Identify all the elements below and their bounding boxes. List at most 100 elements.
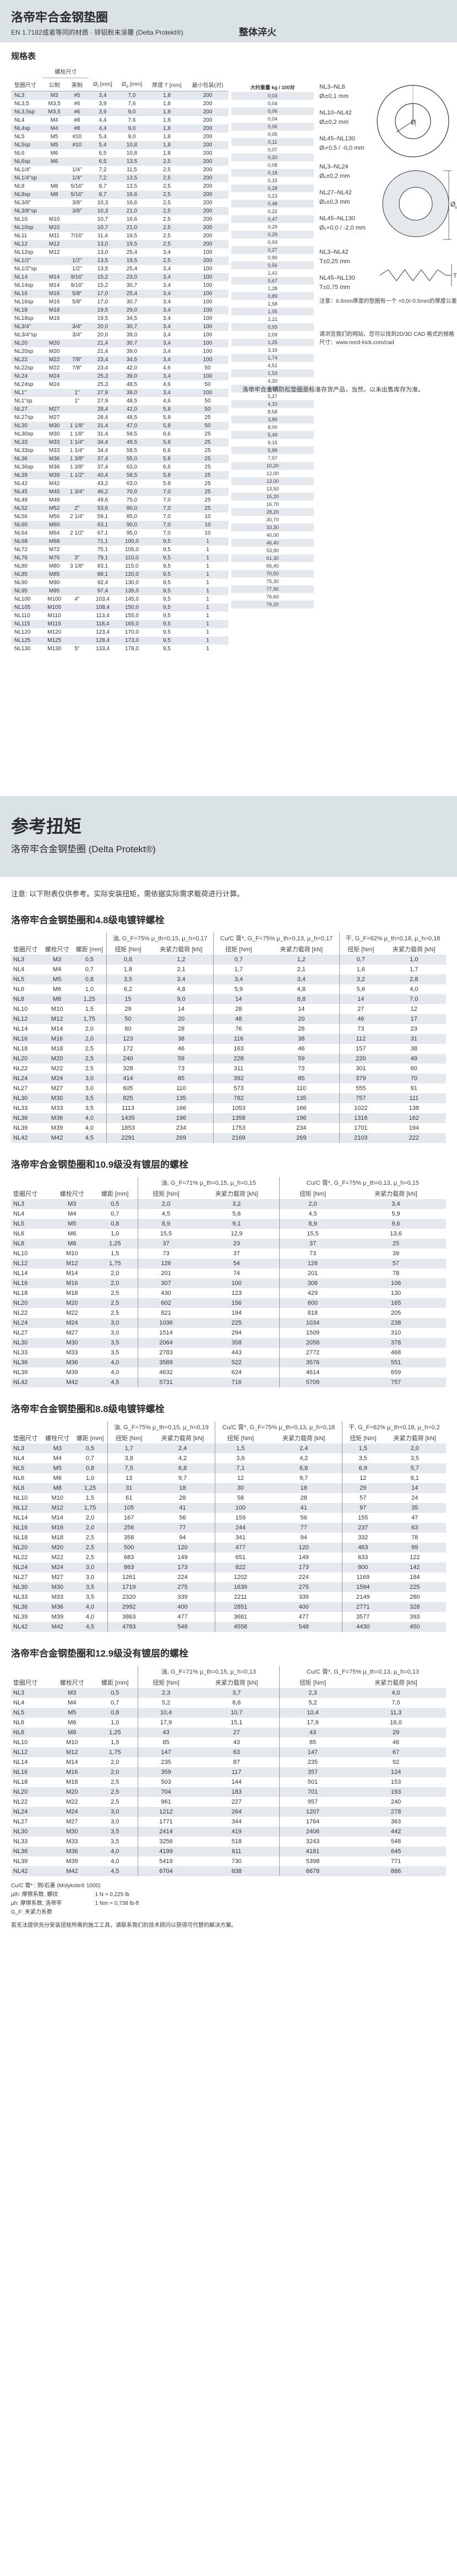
table-0[interactable]: 油, G_F=75% μ_th=0,15, μ_h=0,17 Cu/C 膏*, … — [11, 933, 446, 1143]
table-row[interactable]: NL33 M33 3,5 3256 518 3243 548 — [11, 1837, 446, 1847]
table-row[interactable]: NL80 M80 3 1/8" 83,1 115,0 9,5 1 — [11, 562, 228, 570]
list-item[interactable]: 0,48 — [231, 200, 314, 208]
table-row[interactable]: NL12 M12 1,75 126 54 126 57 — [11, 1259, 446, 1268]
list-item[interactable]: 1,41 — [231, 269, 314, 277]
table-row[interactable]: NL24 M24 3,0 414 85 392 85 379 70 — [11, 1074, 446, 1083]
list-item[interactable]: 0,04 — [231, 115, 314, 123]
table-row[interactable]: NL120 M120 123,4 170,0 9,5 1 — [11, 628, 228, 636]
table-row[interactable]: NL4 M4 0,7 4,5 5,6 4,5 5,9 — [11, 1209, 446, 1219]
list-item[interactable]: 75,30 — [231, 578, 314, 585]
list-item[interactable]: 2,09 — [231, 331, 314, 339]
table-row[interactable]: NL24 M24 25,3 39,0 3,4 100 — [11, 372, 228, 380]
table-row[interactable]: NL1" 1" 27,9 39,0 3,4 100 — [11, 389, 228, 397]
table-row[interactable]: NL18 M18 2,5 358 94 341 94 332 78 — [11, 1533, 446, 1543]
table-row[interactable]: NL4 M4 #8 4,4 7,6 1,8 200 — [11, 116, 228, 124]
table-row[interactable]: NL24 M24 3,0 1036 225 1034 238 — [11, 1318, 446, 1328]
table-row[interactable]: NL4 M4 0,7 3,8 4,2 3,6 4,2 3,5 3,5 — [11, 1453, 446, 1463]
table-row[interactable]: NL45 M45 1 3/4" 46,2 70,0 7,0 25 — [11, 488, 228, 496]
table-row[interactable]: NL16 M16 2,0 359 117 357 124 — [11, 1767, 446, 1777]
list-item[interactable]: 0,90 — [231, 254, 314, 262]
table-row[interactable]: NL20 M20 2,5 240 59 228 59 220 49 — [11, 1054, 446, 1064]
table-row[interactable]: NL8 M8 1,25 43 27 43 29 — [11, 1728, 446, 1738]
table-row[interactable]: NL22 M22 2,5 961 227 957 240 — [11, 1797, 446, 1807]
table-row[interactable]: NL12sp M12 13,0 25,4 3,4 100 — [11, 248, 228, 257]
table-row[interactable]: NL3/8" 3/8" 10,3 16,6 2,5 200 — [11, 199, 228, 207]
table-row[interactable]: NL3 M3 0,5 1,7 2,4 1,5 2,4 1,5 2,0 — [11, 1444, 446, 1453]
table-row[interactable]: NL14 M14 2,0 167 56 159 56 155 47 — [11, 1513, 446, 1523]
table-row[interactable]: NL30 M30 3,5 825 135 782 135 757 111 — [11, 1093, 446, 1103]
table-row[interactable]: NL42 M42 4,5 4783 548 4558 548 4430 450 — [11, 1622, 446, 1632]
table-row[interactable]: NL27 M27 3,0 605 110 573 110 555 91 — [11, 1083, 446, 1093]
table-row[interactable]: NL36sp M36 1 3/8" 37,4 63,0 6,6 25 — [11, 463, 228, 471]
table-2-body[interactable]: NL3 M3 0,5 1,7 2,4 1,5 2,4 1,5 2,0 NL4 M4 0,7 3,8 4,2… — [11, 1444, 446, 1632]
list-item[interactable]: 0,06 — [231, 123, 314, 130]
table-row[interactable]: NL3/4" 3/4" 20,0 30,7 3,4 100 — [11, 323, 228, 331]
table-row[interactable]: NL3 M3 #5 3,4 7,0 1,8 200 — [11, 91, 228, 100]
list-item[interactable]: 0,93 — [231, 323, 314, 331]
list-item[interactable]: 0,22 — [231, 208, 314, 215]
table-row[interactable]: NL1/2" 1/2" 13,5 19,5 2,5 200 — [11, 257, 228, 265]
table-row[interactable]: NL95 M95 97,4 135,0 9,5 1 — [11, 587, 228, 595]
table-row[interactable]: NL27 M27 28,4 42,0 5,8 50 — [11, 405, 228, 413]
table-0-body[interactable]: NL3 M3 0,5 0,8 1,2 0,7 1,2 0,7 1,0 NL4 M4 0,7 1,8 2,1… — [11, 955, 446, 1143]
table-row[interactable]: NL5 M5 0,8 10,4 10,7 10,4 11,3 — [11, 1708, 446, 1718]
table-row[interactable]: NL68 M68 71,1 100,0 9,5 1 — [11, 537, 228, 546]
table-row[interactable]: NL20 M20 2,5 500 120 477 120 463 99 — [11, 1543, 446, 1553]
table-row[interactable]: NL16sp M16 5/8" 17,0 30,7 3,4 100 — [11, 298, 228, 306]
table-row[interactable]: NL22 M22 7/8" 23,4 34,5 3,4 100 — [11, 356, 228, 364]
table-row[interactable]: NL12 M12 1,75 50 20 48 20 46 17 — [11, 1014, 446, 1024]
list-item[interactable]: 4,20 — [231, 377, 314, 385]
list-item[interactable]: 1,74 — [231, 354, 314, 362]
table-row[interactable]: NL1"sp 1" 27,9 48,5 4,6 50 — [11, 397, 228, 405]
list-item[interactable]: 0,11 — [231, 138, 314, 146]
table-row[interactable]: NL10 M10 1,5 73 37 73 39 — [11, 1249, 446, 1259]
table-row[interactable]: NL8sp M8 5/16" 8,7 16,6 2,5 200 — [11, 190, 228, 199]
table-row[interactable]: NL18 M18 2,5 503 144 501 153 — [11, 1777, 446, 1787]
table-row[interactable]: NL30 M30 3,5 2064 358 2058 378 — [11, 1338, 446, 1348]
table-row[interactable]: NL16 M16 2,0 307 100 306 106 — [11, 1278, 446, 1288]
list-item[interactable]: 46,40 — [231, 539, 314, 547]
table-row[interactable]: NL24 M24 3,0 863 173 822 173 800 142 — [11, 1562, 446, 1572]
list-item[interactable]: 77,90 — [231, 585, 314, 593]
table-row[interactable]: NL24sp M24 25,3 48,5 4,6 50 — [11, 380, 228, 389]
table-row[interactable]: NL27 M27 3,0 1771 344 1764 363 — [11, 1817, 446, 1827]
list-item[interactable]: 9,15 — [231, 439, 314, 446]
table-row[interactable]: NL12 M12 1,75 147 63 147 67 — [11, 1747, 446, 1757]
list-item[interactable]: 0,29 — [231, 231, 314, 238]
list-item[interactable]: 8,00 — [231, 423, 314, 431]
table-row[interactable]: NL14 M14 9/16" 15,2 23,0 3,4 100 — [11, 273, 228, 281]
spec-table[interactable]: 垫圈尺寸 螺栓尺寸 Øi [mm] Øo [mm] 厚度 T [mm] 最小包装… — [11, 65, 228, 653]
list-item[interactable]: 0,67 — [231, 277, 314, 285]
list-item[interactable]: 12,00 — [231, 470, 314, 477]
list-item[interactable]: 0,47 — [231, 215, 314, 223]
list-item[interactable]: 0,93 — [231, 238, 314, 246]
list-item[interactable]: 1,28 — [231, 285, 314, 292]
list-item[interactable]: 30,70 — [231, 516, 314, 524]
table-row[interactable]: NL11 M11 7/16" 11,4 18,5 2,5 200 — [11, 232, 228, 240]
table-row[interactable]: NL14sp M14 9/16" 15,2 30,7 3,4 100 — [11, 281, 228, 290]
table-row[interactable]: NL85 M85 88,1 120,0 9,5 1 — [11, 570, 228, 579]
list-item[interactable]: 0,56 — [231, 262, 314, 269]
table-row[interactable]: NL6 M6 1,0 15,5 12,9 15,5 13,6 — [11, 1229, 446, 1239]
list-item[interactable]: 3,19 — [231, 346, 314, 354]
table-row[interactable]: NL10 M10 1,5 61 28 58 28 57 24 — [11, 1493, 446, 1503]
list-item[interactable]: 13,50 — [231, 485, 314, 493]
table-row[interactable]: NL64 M64 2 1/2" 67,1 95,0 7,0 10 — [11, 529, 228, 537]
table-row[interactable]: NL76 M76 3" 79,1 110,0 9,5 1 — [11, 554, 228, 562]
table-1[interactable]: 油, G_F=71% μ_th=0,15, μ_h=0,15 Cu/C 膏*, … — [11, 1177, 446, 1387]
table-row[interactable]: NL42 M42 4,5 2291 269 2169 269 2103 222 — [11, 1133, 446, 1143]
table-row[interactable]: NL5sp M5 #10 5,4 10,8 1,8 200 — [11, 141, 228, 149]
table-row[interactable]: NL4 M4 0,7 5,2 6,6 5,2 7,0 — [11, 1698, 446, 1708]
list-item[interactable]: 3,89 — [231, 416, 314, 423]
table-row[interactable]: NL6sp M6 6,5 13,5 2,5 200 — [11, 157, 228, 166]
list-item[interactable]: 13,00 — [231, 477, 314, 485]
list-item[interactable]: 28,20 — [231, 508, 314, 516]
list-item[interactable]: 0,03 — [231, 92, 314, 100]
list-item[interactable]: 16,70 — [231, 500, 314, 508]
table-row[interactable]: NL8 M8 1,25 15 9,0 14 8,8 14 7,0 — [11, 994, 446, 1004]
table-row[interactable]: NL6 M6 1,0 17,9 15,1 17,9 16,0 — [11, 1718, 446, 1728]
table-row[interactable]: NL30 M30 3,5 1719 275 1639 275 1594 225 — [11, 1582, 446, 1592]
list-item[interactable]: 0,18 — [231, 169, 314, 177]
list-item[interactable]: 1,25 — [231, 339, 314, 346]
table-row[interactable]: NL20 M20 2,5 602 156 600 165 — [11, 1298, 446, 1308]
